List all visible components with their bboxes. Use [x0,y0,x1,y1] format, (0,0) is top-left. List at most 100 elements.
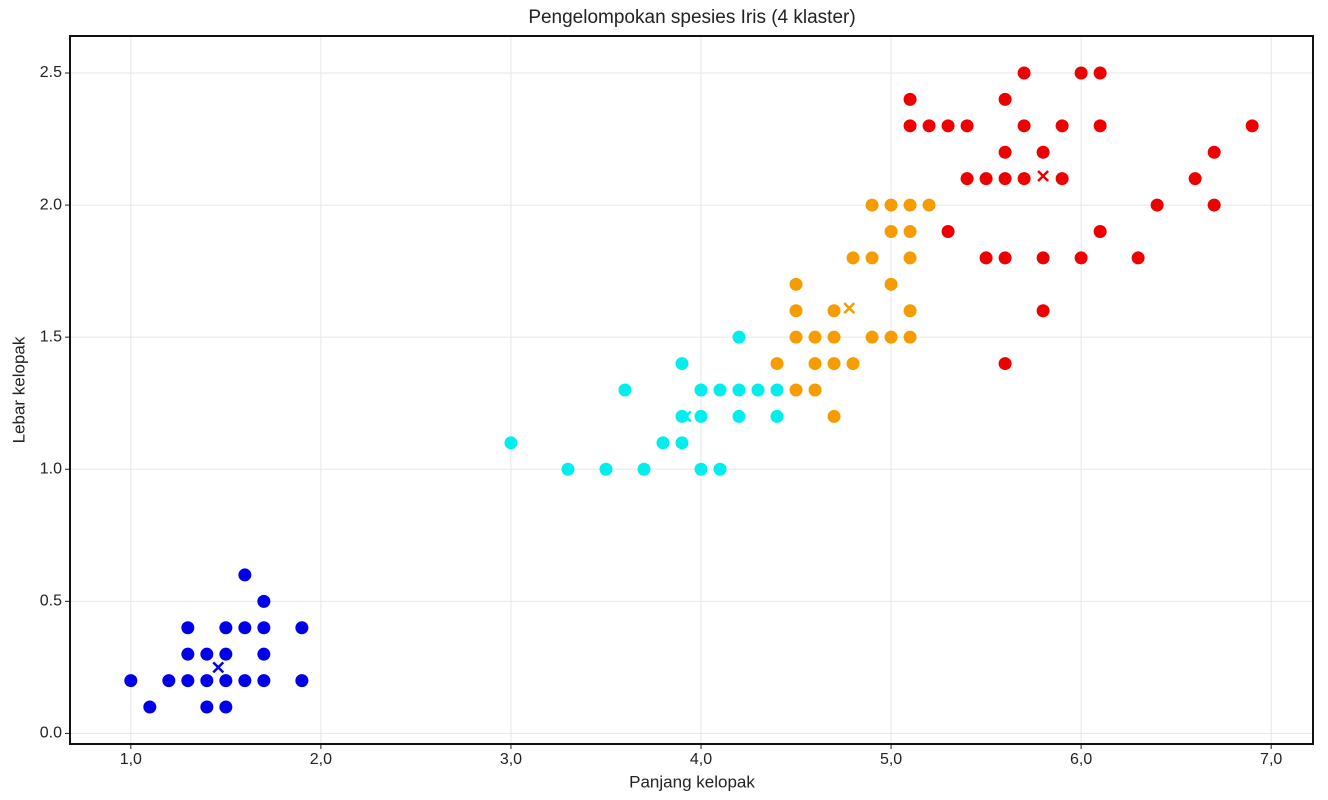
point [770,409,784,423]
centroid-marker [1037,170,1049,182]
y-axis-label: Lebar kelopak [9,336,28,443]
point [1036,145,1050,159]
point [257,674,271,688]
point [181,621,195,635]
point [903,251,917,265]
point [257,647,271,661]
point [694,462,708,476]
y-tick-label: 0.5 [40,593,62,610]
point [238,568,252,582]
centroid-marker [212,661,225,674]
point [1150,198,1164,212]
point [732,330,746,344]
point [656,436,670,450]
point [599,462,613,476]
point [295,621,309,635]
point [789,383,803,397]
point [1093,119,1107,133]
point [960,119,974,133]
point [257,621,271,635]
point [770,357,784,371]
point [922,119,936,133]
point [903,224,917,238]
y-tick-label: 1.5 [40,328,62,345]
point [979,251,993,265]
point [998,172,1012,186]
x-tick-label: 7,0 [1260,751,1282,768]
point [903,304,917,318]
point [865,330,879,344]
point [618,383,632,397]
point [143,700,157,714]
point [846,251,860,265]
point [675,409,689,423]
point [770,383,784,397]
point [960,172,974,186]
point [219,647,233,661]
point [637,462,651,476]
point [504,436,518,450]
point [827,330,841,344]
point [1017,119,1031,133]
point [1093,66,1107,80]
point [295,674,309,688]
point [732,383,746,397]
point [789,277,803,291]
centroid-marker [679,410,692,423]
point [1131,251,1145,265]
point [998,92,1012,106]
plot-frame [69,35,1314,745]
point [1017,172,1031,186]
point [903,92,917,106]
x-tick-label: 1,0 [120,751,142,768]
point [238,674,252,688]
point [827,304,841,318]
point [200,647,214,661]
point [903,119,917,133]
point [789,304,803,318]
x-tick-label: 5,0 [880,751,902,768]
point [1207,198,1221,212]
point [561,462,575,476]
point [124,674,138,688]
point [1188,172,1202,186]
x-tick-label: 6,0 [1070,751,1092,768]
point [219,700,233,714]
point [1093,224,1107,238]
point [162,674,176,688]
point [808,383,822,397]
point [694,409,708,423]
point [713,462,727,476]
x-tick-label: 4,0 [690,751,712,768]
point [884,277,898,291]
point [1074,66,1088,80]
point [884,224,898,238]
point [200,674,214,688]
point [1036,304,1050,318]
point [1074,251,1088,265]
point [808,330,822,344]
point [789,330,803,344]
point [219,674,233,688]
point [1036,251,1050,265]
y-tick-label: 1.0 [40,460,62,477]
point [922,198,936,212]
point [751,383,765,397]
point [675,436,689,450]
point [1055,172,1069,186]
point [979,172,993,186]
point [181,647,195,661]
point [200,700,214,714]
point [865,198,879,212]
point [732,409,746,423]
x-axis-label: Panjang kelopak [629,772,755,791]
chart-title: Pengelompokan spesies Iris (4 klaster) [528,7,855,28]
point [846,357,860,371]
centroid-marker [843,302,856,314]
point [827,357,841,371]
point [998,357,1012,371]
y-tick-label: 2.5 [40,64,62,81]
point [713,383,727,397]
